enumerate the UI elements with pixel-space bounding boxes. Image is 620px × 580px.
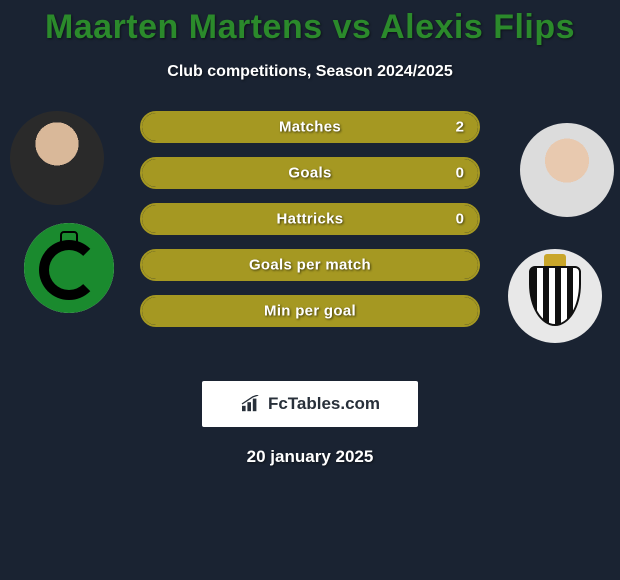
stat-label: Hattricks xyxy=(142,211,478,228)
club-left-crest xyxy=(24,223,114,313)
date-label: 20 january 2025 xyxy=(0,447,620,467)
face-icon xyxy=(10,111,104,205)
stat-label: Goals per match xyxy=(142,257,478,274)
stat-bar-matches: Matches 2 xyxy=(140,111,480,143)
stat-label: Matches xyxy=(142,119,478,136)
player-left-avatar xyxy=(10,111,104,205)
brand-badge: FcTables.com xyxy=(202,381,418,427)
stat-label: Goals xyxy=(142,165,478,182)
page-subtitle: Club competitions, Season 2024/2025 xyxy=(0,63,620,81)
stat-bar-goals: Goals 0 xyxy=(140,157,480,189)
stat-value: 2 xyxy=(456,119,464,136)
shield-icon xyxy=(529,266,581,326)
stat-bar-hattricks: Hattricks 0 xyxy=(140,203,480,235)
stat-value: 0 xyxy=(456,165,464,182)
comparison-card: Maarten Martens vs Alexis Flips Club com… xyxy=(0,0,620,467)
bar-chart-icon xyxy=(240,395,262,413)
main-area: Matches 2 Goals 0 Hattricks 0 Goals per … xyxy=(0,111,620,371)
crest-icon xyxy=(508,249,602,343)
stat-bar-min-per-goal: Min per goal xyxy=(140,295,480,327)
club-right-crest xyxy=(508,249,602,343)
stat-label: Min per goal xyxy=(142,303,478,320)
crest-icon xyxy=(24,223,114,313)
stat-value: 0 xyxy=(456,211,464,228)
page-title: Maarten Martens vs Alexis Flips xyxy=(0,8,620,47)
player-right-avatar xyxy=(520,123,614,217)
stat-bars: Matches 2 Goals 0 Hattricks 0 Goals per … xyxy=(140,111,480,341)
stat-bar-goals-per-match: Goals per match xyxy=(140,249,480,281)
brand-text: FcTables.com xyxy=(268,394,380,414)
face-icon xyxy=(520,123,614,217)
